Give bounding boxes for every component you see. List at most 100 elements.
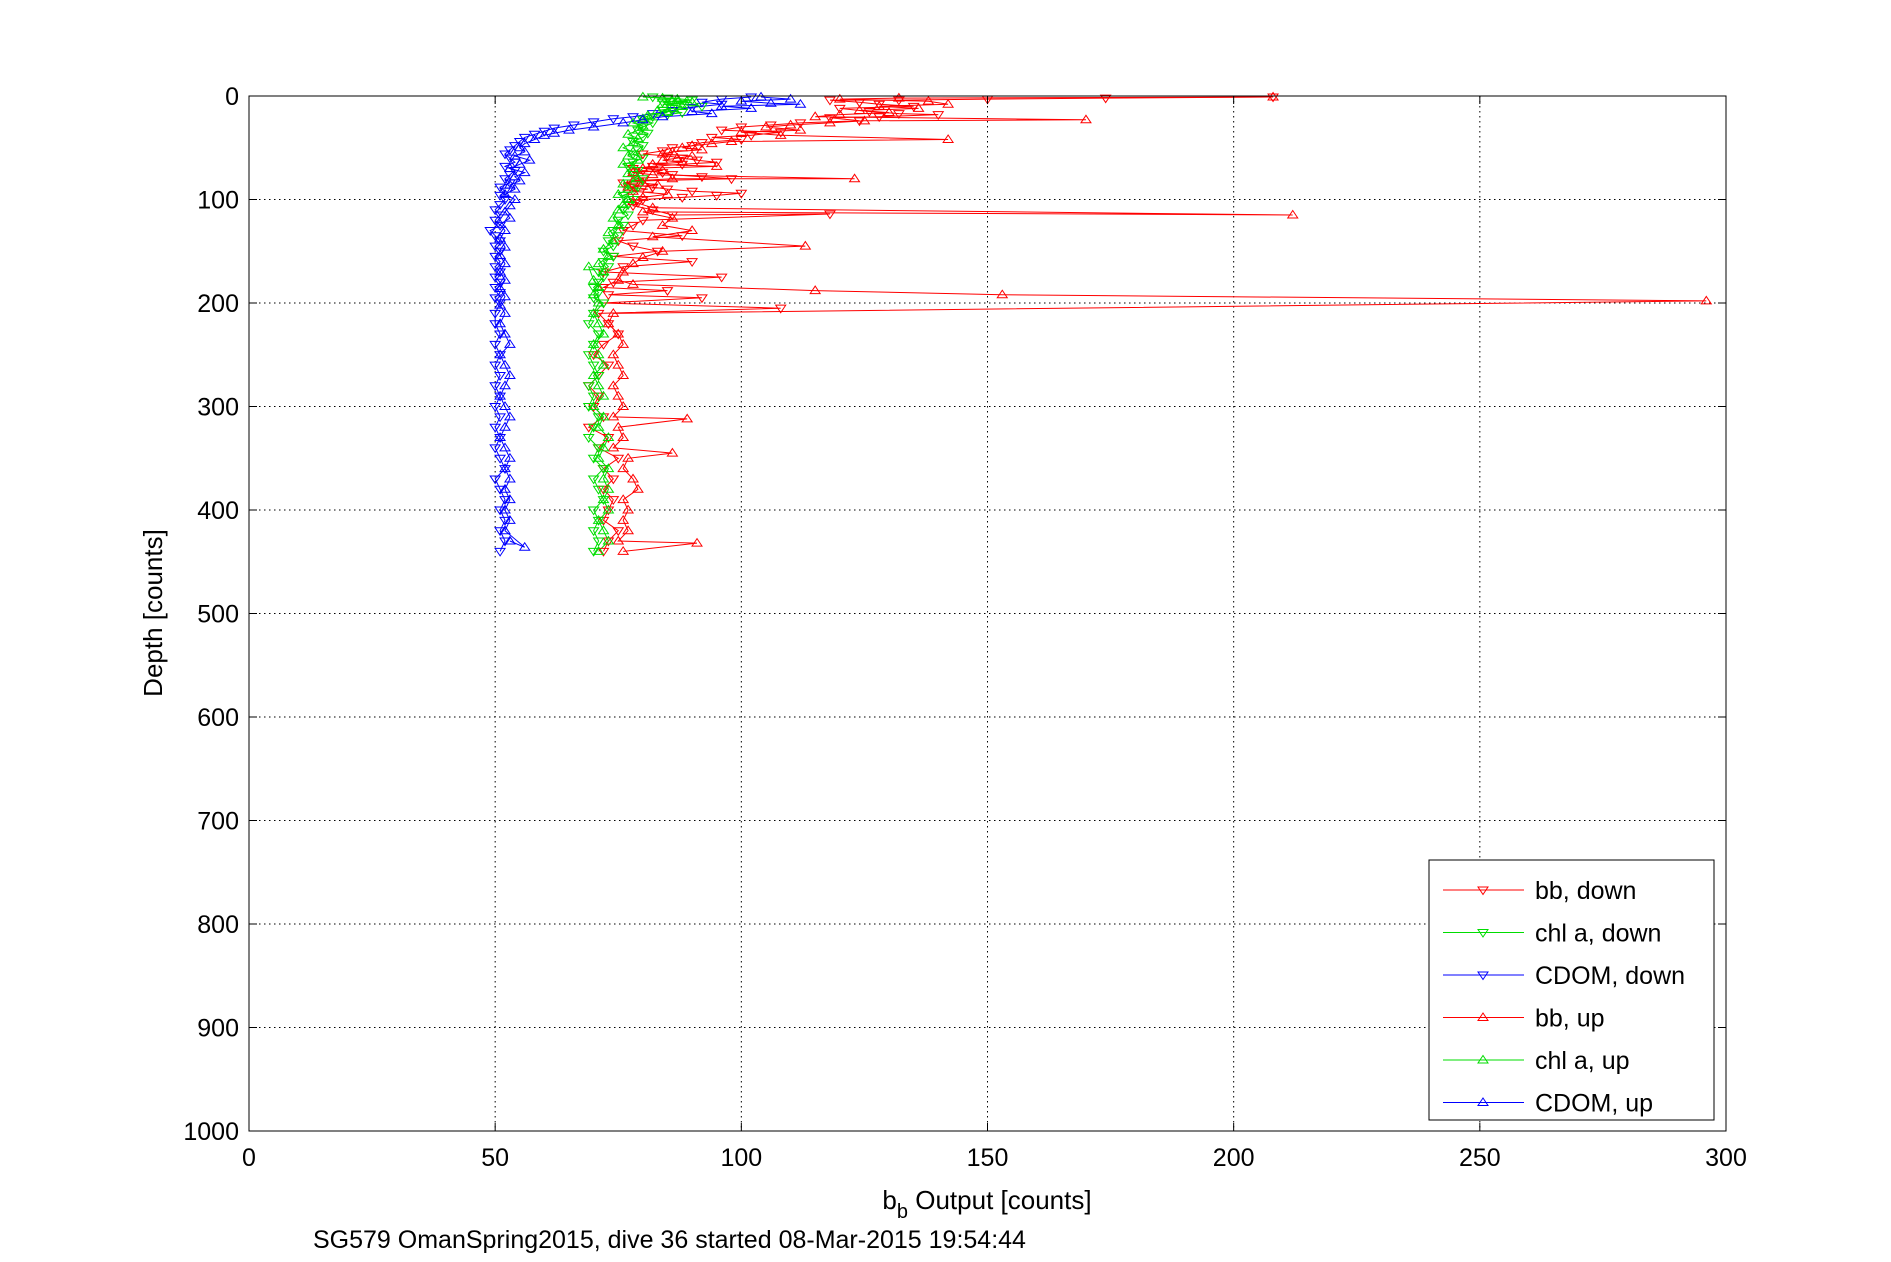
y-tick-label: 700	[197, 808, 239, 836]
data-point	[636, 116, 649, 126]
data-point	[715, 273, 728, 283]
legend-label: bb, up	[1535, 1005, 1605, 1033]
data-point	[587, 118, 600, 128]
data-point	[612, 359, 625, 369]
data-point	[602, 463, 615, 473]
series-markers-cdom-up	[494, 91, 807, 551]
data-point	[612, 328, 625, 338]
data-point	[597, 390, 610, 400]
data-point	[686, 96, 699, 106]
data-point	[873, 100, 886, 110]
data-point	[617, 401, 630, 410]
data-point	[523, 154, 536, 164]
data-point	[853, 98, 866, 108]
data-point	[696, 294, 708, 304]
data-point	[587, 547, 600, 557]
data-point	[617, 370, 630, 379]
data-point	[661, 185, 674, 195]
data-point	[686, 187, 699, 197]
data-point	[587, 392, 600, 402]
data-point	[602, 263, 615, 273]
data-point	[587, 423, 600, 433]
data-point	[636, 216, 649, 226]
data-point	[602, 291, 615, 301]
data-point	[632, 173, 644, 183]
data-point	[597, 299, 610, 309]
data-point	[499, 258, 511, 268]
data-point	[627, 164, 639, 174]
data-point	[627, 163, 639, 172]
data-point	[686, 106, 699, 116]
data-point	[617, 338, 630, 348]
data-point	[705, 138, 718, 148]
data-point	[632, 133, 644, 142]
data-point	[607, 212, 620, 222]
data-point	[494, 268, 507, 278]
x-tick-label: 150	[967, 1144, 1009, 1172]
data-point	[636, 206, 649, 216]
data-point	[932, 111, 945, 121]
data-point	[646, 231, 659, 241]
data-point	[494, 330, 507, 340]
data-point	[646, 93, 659, 103]
data-point	[824, 117, 836, 127]
data-point	[824, 210, 836, 220]
data-point	[641, 110, 654, 120]
data-point	[504, 200, 516, 210]
data-point	[617, 221, 630, 231]
data-point	[597, 547, 610, 557]
y-tick-label: 300	[197, 394, 239, 422]
data-point	[494, 221, 507, 231]
data-point	[494, 266, 507, 276]
series-line-cdom-down	[489, 96, 752, 552]
data-point	[494, 218, 507, 228]
data-point	[494, 283, 507, 293]
data-point	[602, 361, 615, 371]
data-point	[661, 107, 674, 117]
data-point	[602, 535, 615, 545]
data-point	[696, 144, 708, 154]
x-tick-label: 200	[1213, 1144, 1255, 1172]
data-point	[587, 454, 600, 464]
data-point	[538, 129, 551, 139]
data-point	[607, 475, 620, 485]
legend-entry-bb-down: bb, down	[1443, 877, 1636, 905]
data-point	[627, 473, 639, 483]
data-point	[646, 169, 659, 179]
data-point	[617, 266, 630, 276]
data-point	[602, 504, 615, 514]
data-point	[489, 216, 502, 226]
data-point	[602, 227, 615, 237]
data-point	[592, 297, 605, 307]
data-point	[646, 119, 659, 129]
data-point	[676, 142, 689, 152]
data-point	[592, 421, 605, 431]
data-point	[504, 212, 516, 222]
data-point	[617, 178, 630, 188]
data-point	[853, 105, 866, 114]
legend-marker	[1477, 886, 1489, 896]
data-point	[656, 98, 669, 108]
data-point	[656, 245, 669, 255]
data-point	[568, 121, 580, 131]
legend-box	[1428, 859, 1715, 1121]
data-point	[587, 475, 600, 485]
data-point	[499, 274, 511, 284]
data-point	[597, 340, 610, 350]
data-point	[617, 545, 630, 555]
data-point	[735, 189, 748, 199]
data-point	[725, 175, 738, 185]
data-point	[587, 289, 600, 299]
data-point	[499, 206, 511, 216]
data-point	[607, 380, 620, 390]
data-point	[499, 465, 511, 475]
data-point	[627, 175, 639, 185]
data-point	[494, 249, 507, 259]
data-point	[597, 442, 610, 452]
data-point	[715, 100, 728, 110]
data-point	[636, 120, 649, 130]
data-point	[666, 104, 679, 114]
data-point	[661, 188, 674, 198]
data-point	[612, 237, 625, 247]
data-point	[617, 117, 630, 127]
